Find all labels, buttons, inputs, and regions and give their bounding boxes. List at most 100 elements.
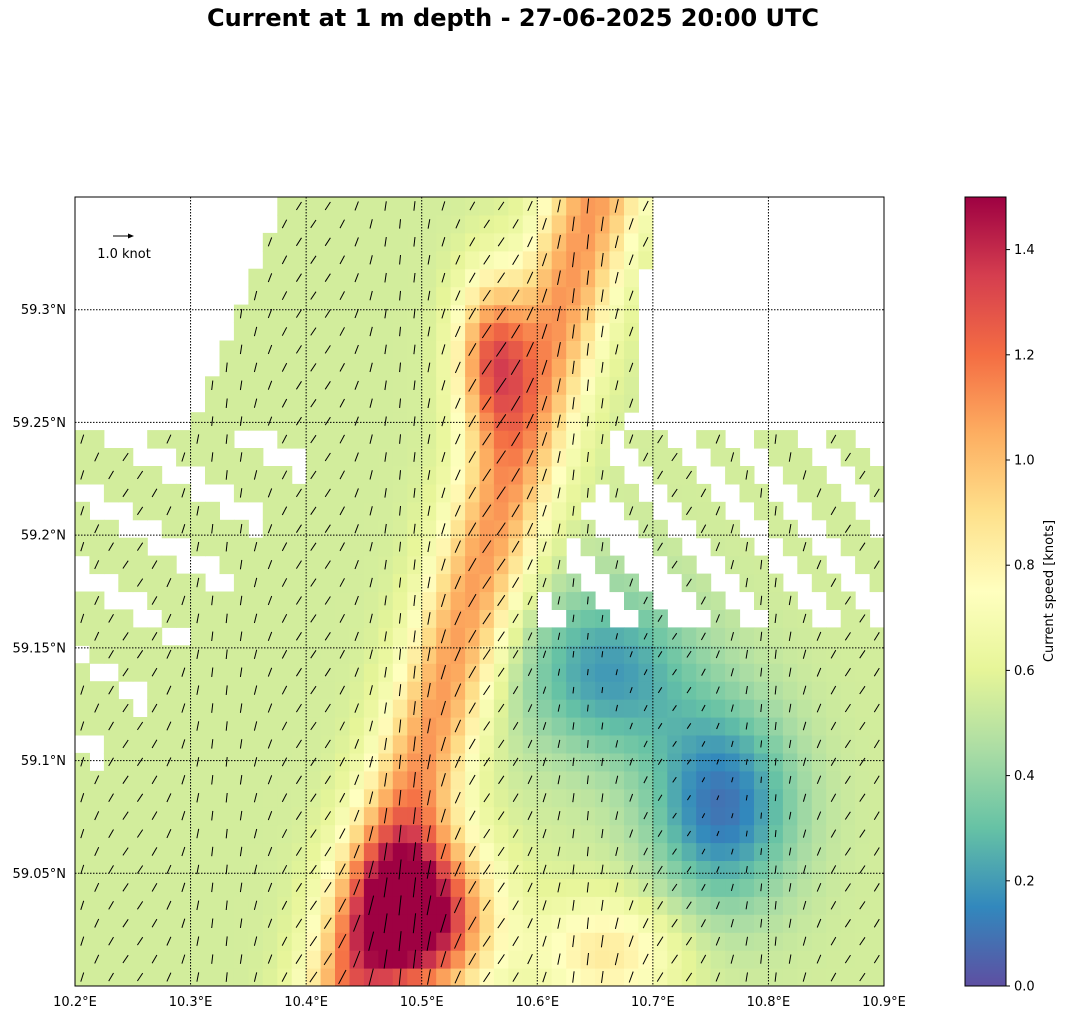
speed-cell: [103, 842, 119, 861]
speed-cell: [855, 448, 871, 467]
current-vector: [267, 595, 273, 606]
speed-cell: [811, 501, 827, 521]
speed-cell: [652, 806, 668, 826]
speed-cell: [667, 681, 683, 700]
current-vector: [108, 829, 114, 838]
speed-cell: [624, 268, 639, 288]
y-axis-ticks: 59.05°N59.1°N59.15°N59.2°N59.25°N59.3°N: [13, 303, 66, 882]
current-vector: [310, 721, 317, 731]
speed-cell: [421, 448, 437, 467]
speed-cell: [306, 268, 322, 288]
current-vector: [859, 542, 866, 551]
current-vector: [324, 739, 331, 749]
current-vector: [497, 954, 505, 965]
speed-cell: [551, 286, 567, 306]
speed-cell: [190, 519, 206, 539]
current-vector: [413, 488, 416, 498]
speed-cell: [595, 770, 611, 790]
speed-cell: [363, 268, 379, 288]
speed-cell: [103, 806, 119, 826]
current-vector: [324, 488, 331, 498]
speed-cell: [465, 932, 481, 951]
current-vector: [628, 971, 634, 983]
current-vector: [483, 721, 491, 731]
current-vector: [339, 255, 345, 265]
speed-cell: [638, 824, 654, 844]
speed-cell: [638, 645, 654, 664]
current-vector: [830, 793, 837, 802]
current-vector: [295, 954, 303, 964]
current-vector: [557, 414, 561, 428]
speed-cell: [248, 268, 264, 288]
speed-cell: [595, 232, 611, 252]
current-vector: [295, 596, 302, 605]
speed-cell: [363, 627, 379, 646]
speed-cell: [609, 573, 625, 593]
current-vector: [615, 811, 619, 821]
speed-cell: [537, 699, 553, 718]
speed-cell: [262, 681, 278, 700]
speed-cell: [493, 358, 509, 377]
speed-cell: [277, 950, 293, 969]
speed-cell: [363, 412, 379, 431]
speed-cell: [147, 824, 163, 844]
current-vector: [745, 830, 748, 837]
speed-cell: [89, 824, 105, 844]
current-vector: [166, 434, 172, 444]
speed-cell: [118, 609, 134, 628]
speed-cell: [566, 806, 582, 826]
current-vector: [94, 595, 100, 606]
current-vector: [557, 739, 561, 749]
current-vector: [413, 594, 416, 606]
speed-cell: [132, 555, 148, 575]
speed-cell: [681, 878, 697, 897]
speed-cell: [566, 663, 582, 682]
speed-cell: [566, 878, 582, 897]
current-vector: [454, 504, 461, 517]
speed-cell: [335, 376, 350, 395]
speed-cell: [219, 448, 235, 467]
current-vector: [628, 218, 634, 230]
current-vector: [557, 632, 561, 641]
speed-cell: [378, 932, 394, 951]
speed-cell: [710, 699, 726, 718]
speed-cell: [479, 519, 495, 539]
current-vector: [469, 774, 476, 785]
current-vector: [196, 864, 200, 875]
current-vector: [310, 434, 317, 444]
current-vector: [572, 433, 575, 445]
speed-cell: [277, 412, 293, 431]
speed-cell: [551, 860, 567, 879]
y-tick-label: 59.3°N: [21, 303, 66, 318]
speed-cell: [508, 735, 524, 754]
speed-cell: [479, 627, 495, 646]
speed-cell: [233, 466, 249, 485]
speed-cell: [349, 609, 365, 628]
speed-cell: [624, 842, 639, 861]
speed-cell: [826, 914, 842, 933]
speed-cell: [363, 232, 379, 252]
current-vector: [802, 900, 807, 910]
speed-cell: [725, 860, 741, 879]
current-vector: [94, 703, 100, 713]
speed-cell: [782, 609, 798, 628]
current-vector: [122, 668, 129, 677]
current-vector: [136, 578, 144, 587]
speed-cell: [349, 466, 365, 485]
current-vector: [859, 793, 866, 802]
speed-cell: [392, 914, 408, 933]
speed-cell: [219, 519, 235, 539]
current-vector: [671, 560, 678, 569]
current-vector: [383, 913, 388, 934]
current-vector: [108, 721, 114, 731]
speed-cell: [826, 806, 842, 826]
speed-cell: [421, 842, 437, 861]
current-vector: [196, 757, 200, 767]
speed-cell: [378, 394, 394, 413]
current-vector: [267, 416, 273, 426]
speed-cell: [176, 645, 192, 664]
speed-cell: [277, 806, 293, 826]
speed-cell: [479, 197, 495, 216]
current-vector: [672, 740, 677, 747]
x-axis-ticks: 10.2°E 10.3°E 10.4°E 10.5°E 10.6°E 10.7°E 10.8…: [53, 995, 906, 1010]
